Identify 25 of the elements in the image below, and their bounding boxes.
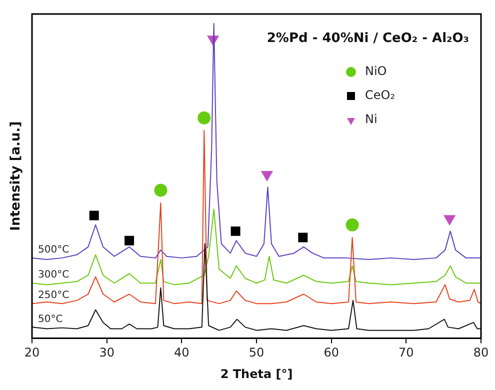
x-tick-label: 70	[398, 346, 414, 360]
point	[89, 210, 99, 220]
x-tick-label: 30	[99, 346, 114, 360]
point	[124, 236, 134, 246]
point	[154, 184, 168, 197]
series-label: 300°C	[38, 270, 70, 281]
x-tick-label: 60	[324, 346, 339, 360]
x-tick-label: 80	[473, 346, 489, 360]
point	[198, 111, 211, 124]
point	[346, 218, 359, 232]
point	[261, 171, 273, 182]
x-axis-title: 2 Theta [°]	[220, 366, 293, 381]
legend-label: Ni	[365, 112, 378, 126]
series-label: 250°C	[38, 290, 70, 302]
legend-label: CeO₂	[365, 88, 396, 102]
text: 2%Pd - 40%Ni / CeO₂ - Al₂O₃	[266, 30, 469, 46]
point	[230, 226, 240, 236]
x-tick-label: 40	[174, 346, 190, 360]
point	[298, 232, 308, 242]
y-axis-title: Intensity [a.u.]	[8, 121, 24, 231]
series-label: 500°C	[38, 244, 70, 256]
series-label: 50°C	[38, 314, 63, 325]
legend-label: NiO	[365, 64, 387, 78]
x-tick-label: 20	[24, 346, 40, 360]
x-tick-label: 50	[248, 346, 264, 360]
